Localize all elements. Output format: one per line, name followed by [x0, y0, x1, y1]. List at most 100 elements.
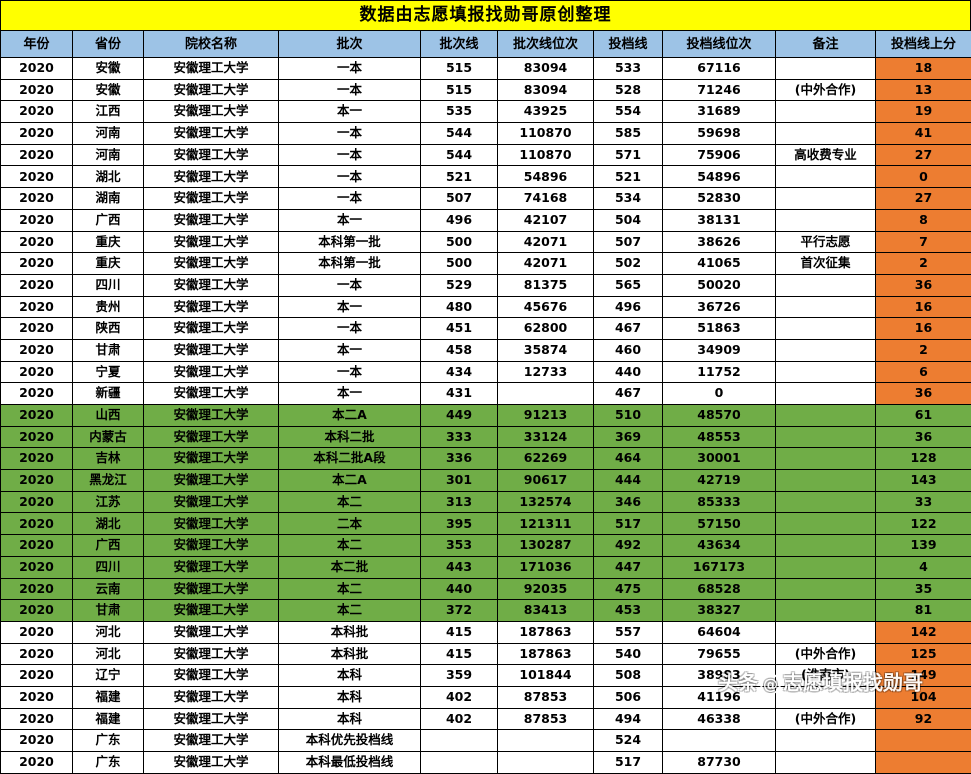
- cell-admit-line[interactable]: 475: [594, 578, 663, 600]
- cell-year[interactable]: 2020: [1, 296, 73, 318]
- cell-batch-line[interactable]: 395: [421, 513, 498, 535]
- cell-year[interactable]: 2020: [1, 58, 73, 80]
- cell-province[interactable]: 甘肃: [73, 339, 144, 361]
- cell-batch-line[interactable]: 359: [421, 665, 498, 687]
- cell-batch-rank[interactable]: 81375: [498, 274, 594, 296]
- cell-bonus[interactable]: 104: [876, 686, 971, 708]
- cell-admit-rank[interactable]: 54896: [663, 166, 776, 188]
- cell-province[interactable]: 内蒙古: [73, 426, 144, 448]
- cell-batch-line[interactable]: 372: [421, 600, 498, 622]
- cell-bonus[interactable]: 143: [876, 470, 971, 492]
- cell-bonus[interactable]: 142: [876, 621, 971, 643]
- cell-note[interactable]: [776, 686, 876, 708]
- cell-batch-line[interactable]: 313: [421, 491, 498, 513]
- cell-admit-line[interactable]: 521: [594, 166, 663, 188]
- cell-admit-rank[interactable]: 67116: [663, 58, 776, 80]
- cell-year[interactable]: 2020: [1, 730, 73, 752]
- cell-batch-rank[interactable]: 33124: [498, 426, 594, 448]
- cell-note[interactable]: (中外合作): [776, 79, 876, 101]
- column-header-admit-rank[interactable]: 投档线位次: [663, 31, 776, 58]
- cell-admit-line[interactable]: 534: [594, 188, 663, 210]
- cell-admit-line[interactable]: 467: [594, 318, 663, 340]
- cell-province[interactable]: 广西: [73, 209, 144, 231]
- cell-bonus[interactable]: 125: [876, 643, 971, 665]
- cell-bonus[interactable]: 8: [876, 209, 971, 231]
- cell-batch-line[interactable]: 544: [421, 144, 498, 166]
- cell-batch-line[interactable]: 507: [421, 188, 498, 210]
- cell-note[interactable]: [776, 470, 876, 492]
- cell-batch-rank[interactable]: 83094: [498, 79, 594, 101]
- column-header-batch[interactable]: 批次: [279, 31, 421, 58]
- cell-batch-rank[interactable]: 90617: [498, 470, 594, 492]
- cell-note[interactable]: [776, 752, 876, 774]
- cell-batch[interactable]: 一本: [279, 274, 421, 296]
- cell-admit-line[interactable]: 453: [594, 600, 663, 622]
- cell-bonus[interactable]: 27: [876, 188, 971, 210]
- cell-batch[interactable]: 本科: [279, 686, 421, 708]
- cell-bonus[interactable]: 128: [876, 448, 971, 470]
- cell-admit-rank[interactable]: 36726: [663, 296, 776, 318]
- cell-year[interactable]: 2020: [1, 101, 73, 123]
- cell-province[interactable]: 甘肃: [73, 600, 144, 622]
- cell-province[interactable]: 重庆: [73, 253, 144, 275]
- cell-admit-line[interactable]: 510: [594, 405, 663, 427]
- cell-province[interactable]: 河南: [73, 144, 144, 166]
- cell-school[interactable]: 安徽理工大学: [144, 253, 279, 275]
- cell-admit-rank[interactable]: 38131: [663, 209, 776, 231]
- cell-bonus[interactable]: 81: [876, 600, 971, 622]
- cell-batch-rank[interactable]: 62269: [498, 448, 594, 470]
- column-header-bonus[interactable]: 投档线上分: [876, 31, 971, 58]
- cell-admit-line[interactable]: 444: [594, 470, 663, 492]
- cell-school[interactable]: 安徽理工大学: [144, 513, 279, 535]
- cell-batch-line[interactable]: 431: [421, 383, 498, 405]
- cell-bonus[interactable]: 6: [876, 361, 971, 383]
- cell-batch[interactable]: 一本: [279, 123, 421, 145]
- cell-admit-line[interactable]: 494: [594, 708, 663, 730]
- cell-note[interactable]: [776, 209, 876, 231]
- cell-batch-rank[interactable]: 121311: [498, 513, 594, 535]
- cell-year[interactable]: 2020: [1, 448, 73, 470]
- cell-admit-rank[interactable]: 11752: [663, 361, 776, 383]
- cell-admit-line[interactable]: 554: [594, 101, 663, 123]
- cell-year[interactable]: 2020: [1, 166, 73, 188]
- cell-admit-line[interactable]: 533: [594, 58, 663, 80]
- cell-admit-line[interactable]: 557: [594, 621, 663, 643]
- cell-province[interactable]: 四川: [73, 274, 144, 296]
- cell-batch-rank[interactable]: [498, 752, 594, 774]
- column-header-note[interactable]: 备注: [776, 31, 876, 58]
- cell-note[interactable]: [776, 339, 876, 361]
- cell-batch-rank[interactable]: 130287: [498, 535, 594, 557]
- cell-note[interactable]: [776, 166, 876, 188]
- cell-batch[interactable]: 本科二批A段: [279, 448, 421, 470]
- cell-admit-line[interactable]: 440: [594, 361, 663, 383]
- cell-note[interactable]: [776, 296, 876, 318]
- cell-note[interactable]: [776, 578, 876, 600]
- cell-admit-line[interactable]: 447: [594, 556, 663, 578]
- column-header-admit-line[interactable]: 投档线: [594, 31, 663, 58]
- cell-batch-line[interactable]: 415: [421, 621, 498, 643]
- cell-note[interactable]: 首次征集: [776, 253, 876, 275]
- cell-batch-rank[interactable]: 110870: [498, 144, 594, 166]
- cell-province[interactable]: 黑龙江: [73, 470, 144, 492]
- cell-year[interactable]: 2020: [1, 383, 73, 405]
- cell-bonus[interactable]: 4: [876, 556, 971, 578]
- cell-batch-rank[interactable]: 54896: [498, 166, 594, 188]
- cell-year[interactable]: 2020: [1, 253, 73, 275]
- cell-batch-rank[interactable]: 42107: [498, 209, 594, 231]
- cell-batch-rank[interactable]: [498, 730, 594, 752]
- cell-batch-rank[interactable]: 87853: [498, 708, 594, 730]
- cell-province[interactable]: 河北: [73, 621, 144, 643]
- cell-admit-line[interactable]: 565: [594, 274, 663, 296]
- cell-admit-rank[interactable]: 71246: [663, 79, 776, 101]
- cell-admit-rank[interactable]: 43634: [663, 535, 776, 557]
- cell-school[interactable]: 安徽理工大学: [144, 686, 279, 708]
- cell-year[interactable]: 2020: [1, 752, 73, 774]
- cell-province[interactable]: 宁夏: [73, 361, 144, 383]
- cell-batch-rank[interactable]: 83094: [498, 58, 594, 80]
- cell-admit-rank[interactable]: 79655: [663, 643, 776, 665]
- column-header-school[interactable]: 院校名称: [144, 31, 279, 58]
- cell-admit-rank[interactable]: [663, 730, 776, 752]
- cell-year[interactable]: 2020: [1, 470, 73, 492]
- cell-admit-rank[interactable]: 52830: [663, 188, 776, 210]
- column-header-batch-line[interactable]: 批次线: [421, 31, 498, 58]
